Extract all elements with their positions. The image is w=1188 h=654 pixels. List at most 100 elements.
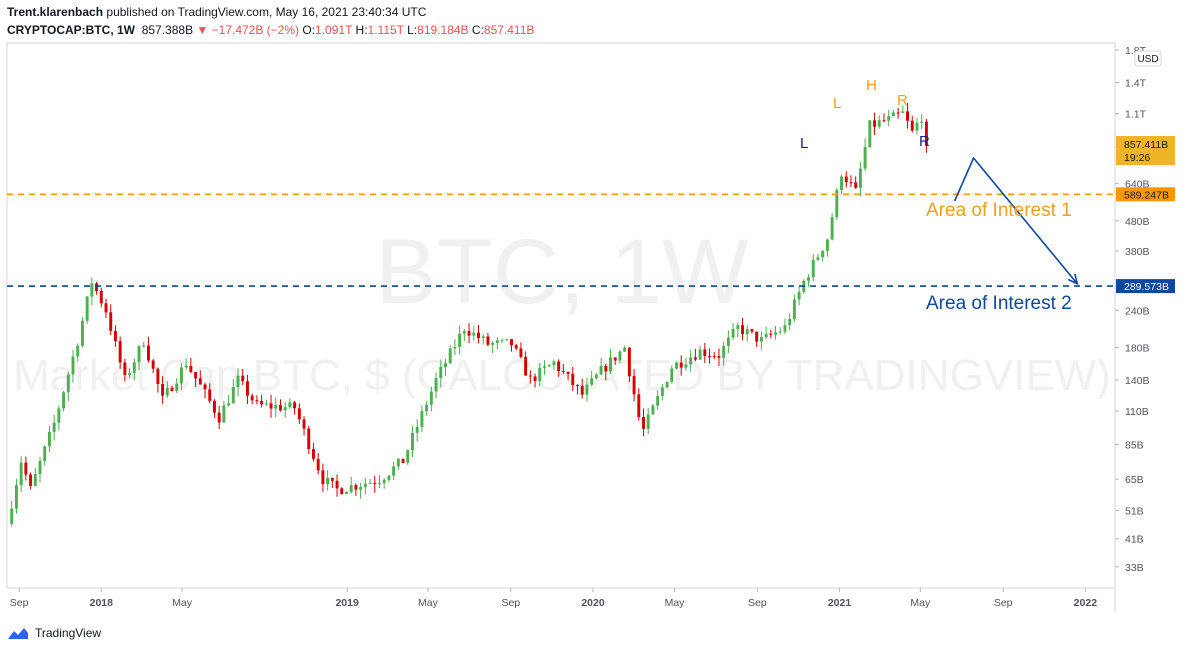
candle-body (401, 458, 405, 463)
candle-body (184, 365, 188, 368)
candle-body (821, 250, 825, 258)
candle-body (434, 378, 438, 392)
candle-body (481, 336, 485, 339)
candle-body (510, 339, 513, 346)
candle-body (627, 347, 631, 377)
candle-body (175, 383, 179, 391)
candle-body (57, 408, 61, 423)
current-price-tag (1116, 136, 1175, 165)
currency-badge[interactable]: USD (1137, 54, 1158, 65)
price-tick-label: 1.1T (1125, 109, 1147, 121)
time-tick-label: Sep (748, 597, 767, 609)
time-tick-label: 2022 (1074, 597, 1098, 609)
candle-body (47, 431, 51, 447)
candle-body (307, 428, 311, 450)
time-tick-label: 2021 (828, 597, 852, 609)
price-tick-label: 85B (1125, 440, 1144, 452)
candle-body (830, 217, 834, 240)
candle-body (514, 345, 518, 349)
candle-body (321, 470, 325, 485)
symbol-label[interactable]: CRYPTOCAP:BTC, 1W (7, 23, 136, 37)
candle-body (340, 488, 344, 494)
candle-body (137, 346, 141, 363)
candle-body (717, 356, 721, 358)
tradingview-logo-icon (8, 628, 28, 639)
watermark-description: Market Cap BTC, $ (CALCULATED BY TRADING… (13, 351, 1111, 400)
candle-body (467, 331, 471, 336)
footer-brand[interactable]: TradingView (7, 626, 101, 640)
candle-body (703, 349, 707, 356)
close-label: C: (471, 23, 484, 37)
candle-body (783, 325, 787, 332)
candle-body (547, 365, 551, 367)
candle-body (113, 330, 117, 342)
time-tick-label: May (172, 597, 193, 609)
candle-body (665, 381, 669, 388)
candle-body (528, 375, 532, 377)
candle-body (90, 283, 94, 297)
candle-body (198, 378, 202, 385)
candle-body (29, 474, 33, 486)
candle-body (533, 376, 537, 381)
time-tick-label: May (418, 597, 439, 609)
candle-body (109, 312, 113, 331)
candle-body (924, 121, 928, 146)
low-value: 819.184B (417, 23, 469, 37)
candle-body (283, 407, 287, 411)
projection-path (953, 156, 1078, 285)
projection-arrow[interactable] (953, 156, 1079, 286)
candle-body (599, 365, 603, 375)
candle-body (519, 348, 523, 357)
candle-body (146, 345, 150, 361)
candle-body (778, 331, 782, 333)
candlestick-series (10, 102, 928, 527)
time-tick-label: May (665, 597, 686, 609)
right-shoulder-label-R: R (919, 133, 930, 150)
price-tick-label: 380B (1125, 246, 1150, 258)
price-axis[interactable]: 1.8T1.4T1.1T850B640B480B380B290B240B180B… (1115, 45, 1150, 574)
candle-body (212, 400, 216, 413)
candle-body (293, 402, 297, 409)
candle-body (288, 402, 292, 408)
candle-body (849, 182, 853, 184)
candle-body (10, 508, 14, 524)
candle-body (260, 401, 264, 405)
level2-price-tag (1116, 279, 1175, 294)
candle-body (439, 366, 443, 379)
head-label-H: H (866, 77, 877, 94)
candle-body (745, 329, 749, 335)
candle-body (684, 364, 688, 368)
current-price-value: 857.411B (1124, 139, 1168, 151)
candle-body (151, 360, 155, 369)
candle-body (774, 332, 777, 335)
currency-badge-box[interactable] (1134, 50, 1162, 67)
candle-body (816, 257, 820, 260)
candle-body (736, 325, 740, 330)
candle-body (651, 405, 655, 415)
candle-body (792, 299, 796, 319)
area-of-interest-2-label: Area of Interest 2 (926, 293, 1072, 314)
candle-body (76, 345, 80, 357)
candle-body (524, 356, 528, 376)
time-tick-label: Sep (994, 597, 1013, 609)
candle-body (222, 405, 226, 423)
candle-body (726, 337, 730, 347)
candle-body (406, 450, 410, 463)
candle-body (901, 111, 905, 113)
price-tick-label: 110B (1125, 406, 1149, 418)
candle-body (500, 339, 504, 341)
candle-body (142, 345, 146, 347)
author-name[interactable]: Trent.klarenbach (7, 5, 104, 19)
candle-body (208, 389, 212, 401)
candle-body (19, 462, 23, 486)
watermark-symbol: BTC, 1W (375, 221, 748, 323)
time-axis[interactable]: Sep 2018 May 2019 May Sep 2020 May Sep 2021 May Sep… (10, 588, 1097, 609)
candle-body (156, 368, 160, 385)
candle-body (769, 333, 773, 335)
candle-body (877, 120, 881, 127)
candle-body (297, 408, 301, 420)
candle-body (448, 348, 452, 364)
candle-body (576, 385, 579, 387)
candle-body (609, 357, 612, 372)
